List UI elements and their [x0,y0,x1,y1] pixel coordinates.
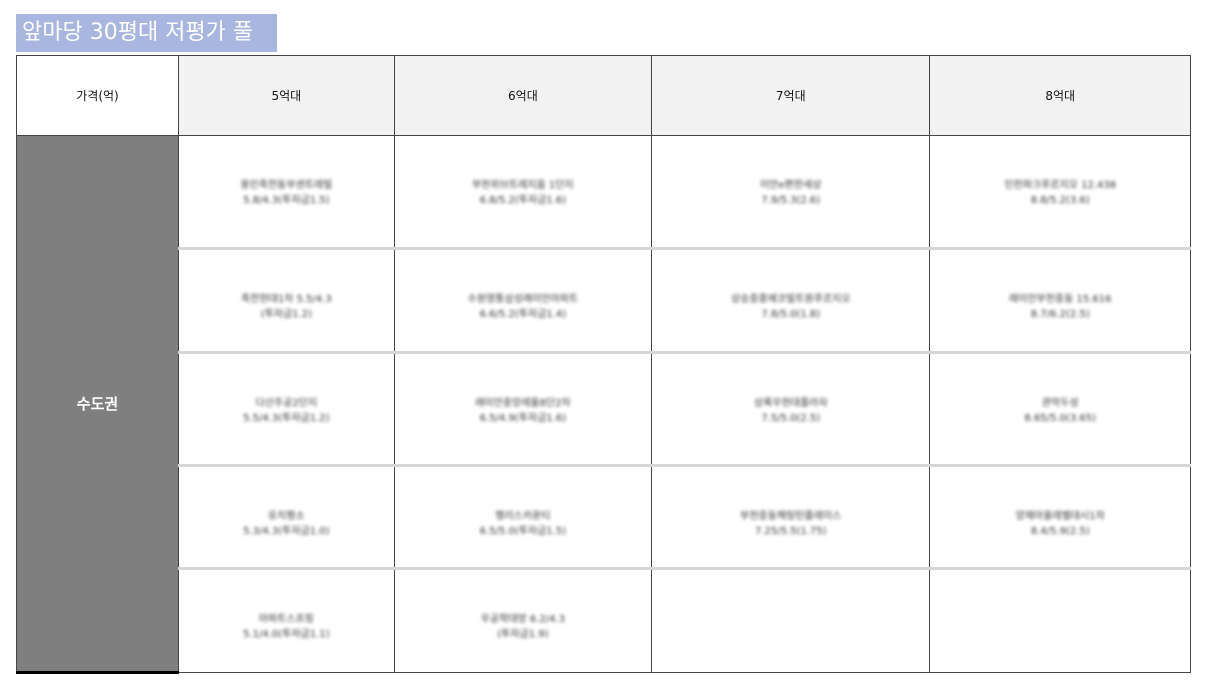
price-line: 8.4/5.9(2.5) [1030,526,1090,537]
table-row: 수도권 용인죽전동부센트레빌 5.8/4.3(투자금1.5) 부천위브트레지움 1단지… [16,135,1191,674]
apartment-cell: 용인죽전동부센트레빌 5.8/4.3(투자금1.5) [178,135,395,250]
column-header: 7억대 [651,55,931,136]
apartment-name: 수원영통삼성래미안아파트 [467,294,579,305]
apartment-name: 상록우현대플라자 [753,398,828,409]
apartment-info: 수원영통삼성래미안아파트 6.6/5.2(투자금1.4) [468,292,578,322]
apartment-cell: 행리스카운티 6.5/5.0(투자금1.5) [394,465,653,570]
apartment-name: 양재아울레벨대시1차 [1015,511,1105,522]
apartment-name: 아파트스프링 [258,614,314,625]
apartment-info: 관악두성 8.65/5.0(3.65) [1024,396,1096,426]
apartment-name: 우공학대방 6.2/4.3 [480,614,566,625]
apartment-info: 부천중동해링턴플레이스 7.25/5.5(1.75) [740,509,841,539]
price-line: (투자금1.2) [260,309,312,320]
region-cell: 수도권 [16,135,179,674]
apartment-info: 양재아울레벨대시1차 8.4/5.9(2.5) [1016,509,1105,539]
price-line: 5.5/4.3(투자금1.2) [243,413,330,424]
apartment-info: 다산주공2단지 5.5/4.3(투자금1.2) [243,396,329,426]
apartment-name: 유치평소 [267,511,305,522]
apartment-cell: 상승중흥에코빌트원푸르지오 7.8/5.0(1.8) [651,248,931,354]
apartment-cell: 양재아울레벨대시1차 8.4/5.9(2.5) [929,465,1191,570]
apartment-name: 관악두성 [1041,398,1079,409]
price-line: 7.25/5.5(1.75) [754,526,827,537]
apartment-cell: 우공학대방 6.2/4.3 (투자금1.9) [394,568,653,673]
price-line: 5.8/4.3(투자금1.5) [243,195,330,206]
apartment-info: 우공학대방 6.2/4.3 (투자금1.9) [481,612,565,642]
apartment-info: 래미안중앙레울8단2차 6.5/4.9(투자금1.6) [475,396,571,426]
apartment-name: 래미안중앙레울8단2차 [475,398,571,409]
price-line: 8.8/5.2(3.6) [1030,195,1090,206]
apartment-cell: 이안e편한세상 7.9/5.3(2.6) [651,135,931,250]
apartment-cell: 래미안중앙레울8단2차 6.5/4.9(투자금1.6) [394,352,653,467]
apartment-name: 래미안부천중동 15.616 [1008,294,1112,305]
page-title: 앞마당 30평대 저평가 풀 [16,14,277,52]
apartment-cell: 래미안부천중동 15.616 8.7/6.2(2.5) [929,248,1191,354]
apartment-info: 상승중흥에코빌트원푸르지오 7.8/5.0(1.8) [731,292,851,322]
apartment-name: 부천위브트레지움 1단지 [472,180,574,191]
apartment-cell: 상록우현대플라자 7.5/5.0(2.5) [651,352,931,467]
column-header: 8억대 [929,55,1191,136]
column-header: 6억대 [393,55,653,136]
apartment-info: 유치평소 5.3/4.3(투자금1.0) [243,509,329,539]
apartment-cell: 관악두성 8.65/5.0(3.65) [929,352,1191,467]
apartment-name: 용인죽전동부센트레빌 [240,180,333,191]
apartment-name: 이안e편한세상 [760,180,822,191]
apartment-name: 다산주공2단지 [255,398,318,409]
column-header: 5억대 [178,55,395,136]
apartment-info: 용인죽전동부센트레빌 5.8/4.3(투자금1.5) [240,178,332,208]
apartment-cell: 유치평소 5.3/4.3(투자금1.0) [178,465,395,570]
apartment-info: 이안e편한세상 7.9/5.3(2.6) [760,178,821,208]
apartment-info: 상록우현대플라자 7.5/5.0(2.5) [754,396,828,426]
price-line: (투자금1.9) [497,629,549,640]
apartment-cell [929,568,1191,673]
price-line: 5.3/4.3(투자금1.0) [243,526,330,537]
corner-header: 가격(억) [16,55,179,136]
price-line: 8.7/6.2(2.5) [1030,309,1090,320]
price-line: 7.5/5.0(2.5) [761,413,821,424]
table-row: 다산주공2단지 5.5/4.3(투자금1.2) 래미안중앙레울8단2차 6.5/4.9… [17,352,1191,467]
apartment-info: 래미안부천중동 15.616 8.7/6.2(2.5) [1009,292,1112,322]
table-row: 아파트스프링 5.1/4.0(투자금1.1) 우공학대방 6.2/4.3 (투자금1.… [17,568,1191,673]
price-line: 7.9/5.3(2.6) [761,195,821,206]
apartment-cell [651,568,931,673]
apartment-cell: 부천위브트레지움 1단지 6.8/5.2(투자금1.6) [394,135,653,250]
apartment-name: 인천파크푸르지오 12.438 [1004,180,1117,191]
apartment-name: 죽전현대1차 5.5/4.3 [240,294,332,305]
apartment-cell: 수원영통삼성래미안아파트 6.6/5.2(투자금1.4) [394,248,653,354]
apartment-info: 인천파크푸르지오 12.438 8.8/5.2(3.6) [1004,178,1116,208]
apartment-name: 행리스카운티 [495,511,551,522]
apartment-cell: 죽전현대1차 5.5/4.3 (투자금1.2) [178,248,395,354]
apartment-info: 아파트스프링 5.1/4.0(투자금1.1) [243,612,329,642]
price-table: 가격(억) 5억대 6억대 7억대 8억대 수도권 용인죽전동부센트레빌 5.8/4.3(… [16,55,1191,674]
apartment-cell: 아파트스프링 5.1/4.0(투자금1.1) [178,568,395,673]
apartment-info: 죽전현대1차 5.5/4.3 (투자금1.2) [241,292,332,322]
apartment-info: 부천위브트레지움 1단지 6.8/5.2(투자금1.6) [472,178,574,208]
apartment-cell: 다산주공2단지 5.5/4.3(투자금1.2) [178,352,395,467]
price-line: 6.5/5.0(투자금1.5) [479,526,567,537]
apartment-info: 행리스카운티 6.5/5.0(투자금1.5) [480,509,566,539]
price-line: 7.8/5.0(1.8) [761,309,821,320]
price-line: 8.65/5.0(3.65) [1024,413,1097,424]
price-line: 5.1/4.0(투자금1.1) [243,629,330,640]
price-line: 6.8/5.2(투자금1.6) [479,195,567,206]
table-row: 유치평소 5.3/4.3(투자금1.0) 행리스카운티 6.5/5.0(투자금1.5)… [17,465,1191,570]
price-line: 6.6/5.2(투자금1.4) [479,309,567,320]
price-line: 6.5/4.9(투자금1.6) [479,413,567,424]
apartment-name: 부천중동해링턴플레이스 [740,511,842,522]
apartment-name: 상승중흥에코빌트원푸르지오 [730,294,851,305]
table-row: 죽전현대1차 5.5/4.3 (투자금1.2) 수원영통삼성래미안아파트 6.6/5.… [17,248,1191,354]
apartment-cell: 부천중동해링턴플레이스 7.25/5.5(1.75) [651,465,931,570]
apartment-cell: 인천파크푸르지오 12.438 8.8/5.2(3.6) [929,135,1191,250]
